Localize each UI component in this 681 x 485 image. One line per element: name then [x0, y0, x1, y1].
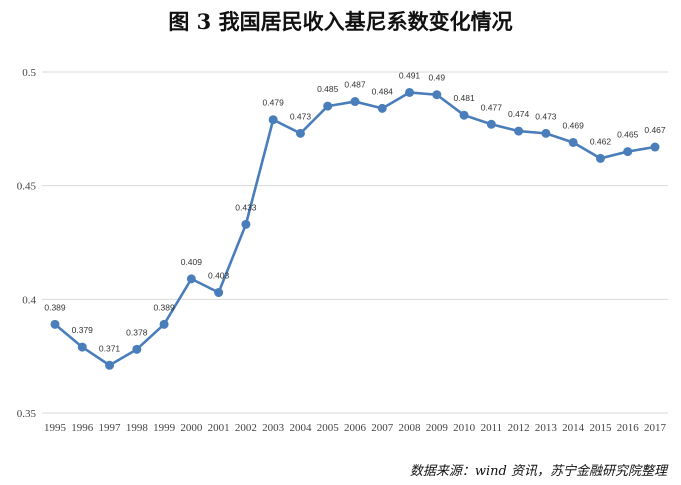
- y-tick-label: 0.45: [17, 181, 37, 193]
- data-point: [432, 90, 442, 100]
- x-axis-ticks: 1995 1996 1997 1998 1999 2000 2001 2002 2003 2004…: [44, 422, 667, 434]
- data-label: 0.49: [429, 73, 446, 83]
- data-point: [459, 110, 469, 120]
- chart-title: 图 3 我国居民收入基尼系数变化情况: [168, 9, 513, 34]
- data-point: [568, 137, 578, 147]
- x-tick-label: 2007: [371, 422, 394, 434]
- x-tick-label: 1997: [99, 422, 122, 434]
- data-point: [186, 274, 196, 284]
- x-tick-label: 2013: [535, 422, 558, 434]
- data-label: 0.474: [508, 109, 530, 119]
- data-label: 0.477: [481, 102, 503, 112]
- data-label: 0.465: [617, 130, 639, 140]
- data-point: [595, 153, 605, 163]
- data-point: [405, 87, 415, 97]
- data-label: 0.462: [590, 136, 612, 146]
- x-tick-label: 2010: [453, 422, 476, 434]
- x-tick-label: 2006: [344, 422, 367, 434]
- x-tick-label: 2011: [481, 422, 503, 434]
- data-point: [77, 342, 87, 352]
- data-points: [50, 87, 660, 370]
- series-line-path: [54, 91, 656, 367]
- x-tick-label: 2015: [589, 422, 612, 434]
- series-line: [54, 91, 656, 367]
- x-tick-label: 2016: [617, 422, 640, 434]
- data-label: 0.491: [399, 70, 421, 80]
- x-tick-label: 1999: [153, 422, 176, 434]
- data-point: [514, 126, 524, 136]
- data-point: [623, 147, 633, 157]
- data-point: [268, 115, 278, 125]
- data-point: [486, 119, 496, 129]
- data-point: [214, 288, 224, 298]
- x-tick-label: 2014: [562, 422, 585, 434]
- x-tick-label: 1995: [44, 422, 67, 434]
- y-tick-label: 0.5: [22, 67, 36, 79]
- data-label: 0.409: [181, 257, 203, 267]
- data-label: 0.481: [453, 93, 475, 103]
- data-point: [350, 97, 360, 107]
- data-label: 0.371: [99, 343, 121, 353]
- x-tick-label: 1998: [126, 422, 149, 434]
- data-label: 0.389: [44, 302, 66, 312]
- data-point: [295, 128, 305, 138]
- source-note: 数据来源：wind 资讯，苏宁金融研究院整理: [409, 464, 667, 479]
- x-tick-label: 2012: [508, 422, 530, 434]
- data-point: [541, 128, 551, 138]
- x-tick-label: 2000: [180, 422, 203, 434]
- data-point: [159, 319, 169, 329]
- x-tick-label: 1996: [71, 422, 94, 434]
- data-point: [650, 142, 660, 152]
- data-label: 0.484: [372, 86, 394, 96]
- data-label: 0.379: [72, 325, 94, 335]
- data-labels: 0.389 0.379 0.371 0.378 0.389 0.409 0.403 0.433…: [44, 70, 666, 353]
- data-point: [377, 103, 387, 113]
- x-tick-label: 2003: [262, 422, 285, 434]
- y-axis-ticks: 0.35 0.4 0.45 0.5: [17, 67, 37, 420]
- data-label: 0.403: [208, 271, 230, 281]
- x-tick-label: 2005: [317, 422, 340, 434]
- x-tick-label: 2004: [289, 422, 312, 434]
- data-label: 0.473: [535, 111, 557, 121]
- data-label: 0.473: [290, 111, 312, 121]
- data-point: [241, 219, 251, 229]
- data-point: [323, 101, 333, 111]
- data-point: [132, 344, 142, 354]
- data-point: [50, 319, 60, 329]
- y-tick-label: 0.35: [17, 408, 37, 420]
- data-label: 0.479: [263, 98, 285, 108]
- y-tick-label: 0.4: [22, 294, 36, 306]
- data-point: [105, 360, 115, 370]
- data-label: 0.433: [235, 202, 257, 212]
- data-label: 0.467: [644, 125, 666, 135]
- x-tick-label: 2008: [399, 422, 422, 434]
- x-tick-label: 2002: [235, 422, 257, 434]
- x-tick-label: 2001: [208, 422, 230, 434]
- gridlines: [42, 71, 668, 414]
- data-label: 0.487: [344, 80, 366, 90]
- x-tick-label: 2009: [426, 422, 449, 434]
- data-label: 0.469: [563, 120, 585, 130]
- data-label: 0.389: [153, 302, 175, 312]
- data-label: 0.485: [317, 84, 339, 94]
- x-tick-label: 2017: [644, 422, 667, 434]
- data-label: 0.378: [126, 327, 148, 337]
